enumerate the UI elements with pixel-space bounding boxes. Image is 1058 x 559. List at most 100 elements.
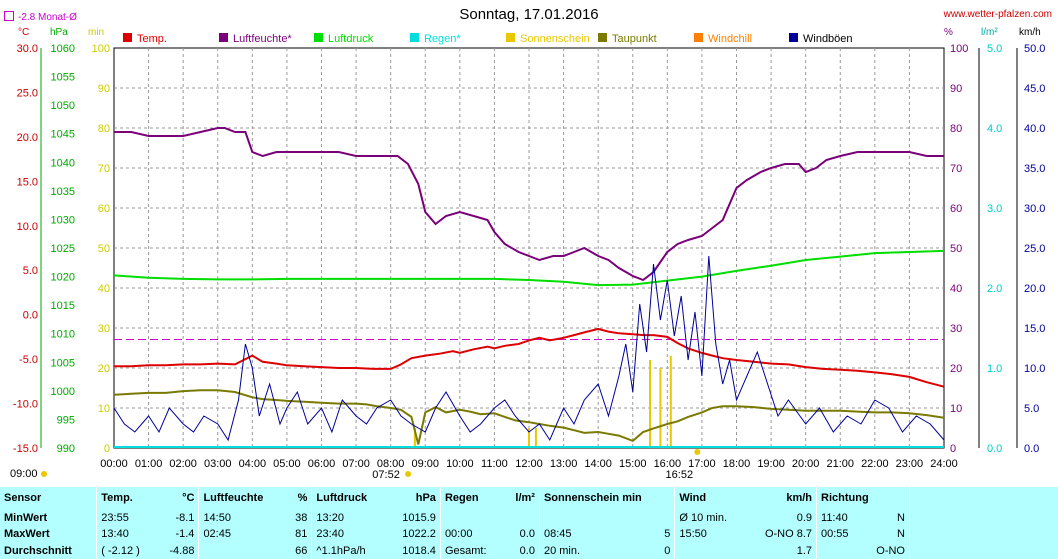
stats-cell-r-val: 0.0 — [519, 528, 535, 541]
x-tick-label: 00:00 — [100, 458, 128, 470]
axis-tick-percent: 60 — [950, 203, 962, 215]
stats-cell-s-val: 5 — [664, 528, 671, 541]
stats-cell-w-time: 15:50 — [674, 526, 747, 543]
site-link[interactable]: www.wetter-pfalzen.com — [943, 9, 1052, 20]
axis-tick-temp: 20.0 — [17, 132, 38, 144]
axis-tick-min: 0 — [104, 443, 110, 455]
hdr-press: Luftdruck — [311, 487, 387, 510]
axis-tick-wind: 30.0 — [1024, 203, 1045, 215]
axis-tick-rain: 0.0 — [987, 443, 1002, 455]
sunshine-bar — [413, 428, 416, 448]
axis-tick-pressure: 1060 — [51, 43, 75, 55]
x-tick-label: 11:00 — [481, 458, 508, 470]
stats-cell-w-time: Ø 10 min. — [674, 509, 747, 527]
stats-cell-s-time — [538, 509, 642, 527]
stats-cell-r-time — [439, 509, 504, 527]
hdr-wind: Wind — [674, 487, 747, 510]
sunshine-bars — [413, 356, 672, 448]
axis-tick-wind: 25.0 — [1024, 243, 1045, 255]
unit-rain: l/m² — [981, 27, 998, 38]
hdr-sun: Sonnenschein min — [538, 487, 675, 510]
x-tick-label: 01:00 — [135, 458, 163, 470]
axis-tick-pressure: 1055 — [51, 72, 75, 84]
x-tick-label: 07:00 — [342, 458, 370, 470]
stats-cell-h-time: 14:50 — [198, 509, 286, 527]
x-tick-label: 18:00 — [723, 458, 751, 470]
x-tick-label: 24:00 — [930, 458, 958, 470]
hdr-rain: Regen — [439, 487, 504, 510]
x-tick-label: 16:00 — [654, 458, 682, 470]
x-tick-label: 20:00 — [792, 458, 820, 470]
grid — [114, 48, 944, 448]
axis-tick-min: 70 — [98, 163, 110, 175]
weather-chart: 30.0 25.0 20.0 15.0 10.0 5.0 0.0 -5.0 -10.0 -15.0… — [10, 33, 1045, 481]
legend-swatch — [314, 33, 323, 42]
x-tick-label: 13:00 — [550, 458, 578, 470]
unit-percent: % — [944, 27, 953, 38]
axis-tick-min: 90 — [98, 83, 110, 95]
axis-tick-percent: 20 — [950, 363, 962, 375]
axis-tick-rain: 3.0 — [987, 203, 1002, 215]
axis-tick-pressure: 1045 — [51, 129, 75, 141]
legend-label: Luftfeuchte* — [233, 33, 292, 45]
stats-table: Sensor Temp. °C Luftfeuchte % Luftdruck … — [0, 487, 1058, 559]
axis-tick-wind: 15.0 — [1024, 323, 1045, 335]
stats-cell-t-val: -4.88 — [169, 544, 195, 557]
stats-cell-r-time: 00:00 — [439, 526, 504, 543]
axis-tick-pressure: 1020 — [51, 272, 75, 284]
legend-swatch — [123, 33, 132, 42]
legend-label: Regen* — [424, 33, 461, 45]
legend-swatch — [219, 33, 228, 42]
stats-cell-d-val: N — [897, 511, 905, 524]
unit-pressure: hPa — [50, 27, 68, 38]
axis-tick-rain: 1.0 — [987, 363, 1002, 375]
axis-tick-min: 60 — [98, 203, 110, 215]
sunshine-bar — [649, 360, 652, 448]
series-temp — [114, 327, 945, 388]
stats-cell-t-val: -8.1 — [175, 511, 195, 524]
axis-tick-percent: 70 — [950, 163, 962, 175]
axis-tick-temp: 10.0 — [17, 221, 38, 233]
chart-title: Sonntag, 17.01.2016 — [459, 6, 599, 23]
stats-cell-label: MinWert — [4, 511, 48, 524]
stats-row: Durchschnitt ( -2.12 ) -4.88 66 ^1.1hPa/h 101… — [0, 542, 1058, 559]
stats-cell-d-time: 00:55 — [816, 526, 863, 543]
axis-tick-rain: 5.0 — [987, 43, 1002, 55]
stats-cell-label: Durchschnitt — [4, 544, 72, 557]
hdr-temp: Temp. — [96, 487, 157, 510]
axis-tick-temp: -10.0 — [13, 399, 38, 411]
stats-cell-r-val: 0.0 — [519, 544, 535, 557]
axis-tick-temp: 25.0 — [17, 87, 38, 99]
stats-cell-p-time: 23:40 — [311, 526, 387, 543]
legend-label: Windböen — [803, 33, 853, 45]
sunrise-time: 07:52 — [372, 469, 400, 481]
stats-cell-h-val: 81 — [295, 528, 308, 541]
axis-tick-pressure: 1025 — [51, 243, 75, 255]
axis-tick-pressure: 1030 — [51, 214, 75, 226]
legend-swatch — [694, 33, 703, 42]
x-tick-label: 21:00 — [826, 458, 854, 470]
axis-tick-pressure: 1005 — [51, 357, 75, 369]
unit-wind: km/h — [1019, 27, 1041, 38]
stats-cell-p-time: ^1.1hPa/h — [311, 542, 387, 559]
sunrise-icon — [405, 471, 412, 477]
sunshine-bar — [659, 368, 662, 448]
x-tick-label: 12:00 — [515, 458, 543, 470]
axis-tick-rain: 4.0 — [987, 123, 1002, 135]
sunshine-bar — [669, 356, 672, 448]
legend-swatch — [506, 33, 515, 42]
axis-tick-wind: 40.0 — [1024, 123, 1045, 135]
hdr-hum: Luftfeuchte — [198, 487, 286, 510]
stats-cell-w-val: 0.9 — [796, 511, 813, 524]
legend-label: Windchill — [708, 33, 752, 45]
stats-cell-d-val: N — [897, 528, 905, 541]
axis-tick-percent: 50 — [950, 243, 962, 255]
axis-tick-min: 40 — [98, 283, 110, 295]
axis-tick-min: 80 — [98, 123, 110, 135]
hdr-press-unit: hPa — [415, 492, 436, 505]
stats-row: MaxWert 13:40 -1.4 02:45 81 23:40 1022.2 00:00 0… — [0, 526, 1058, 543]
x-tick-label: 05:00 — [273, 458, 301, 470]
axis-tick-percent: 80 — [950, 123, 962, 135]
axis-tick-min: 10 — [98, 403, 110, 415]
stats-cell-h-time — [198, 542, 286, 559]
